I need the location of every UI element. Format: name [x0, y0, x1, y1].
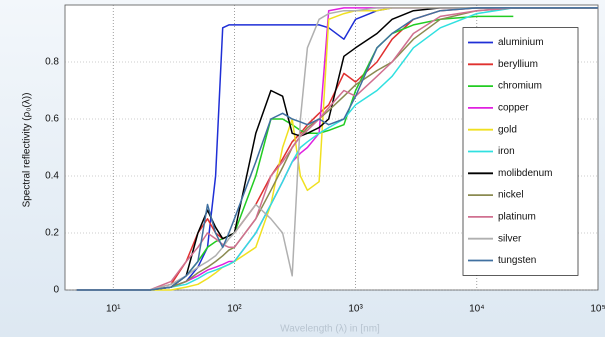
legend-label: gold [498, 124, 517, 135]
legend-label: copper [498, 103, 529, 114]
series-line [76, 7, 598, 291]
legend-label: molibdenum [498, 168, 552, 179]
y-tick-label: 0.6 [45, 114, 59, 125]
x-axis-label: Wavelength (λ) in [nm] [280, 324, 380, 335]
x-tick-label: 10⁵ [590, 304, 605, 315]
legend-label: chromium [498, 81, 542, 92]
legend-label: iron [498, 146, 515, 157]
series-line [76, 7, 598, 291]
x-tick-label: 10³ [348, 304, 363, 315]
x-tick-label: 10⁴ [469, 304, 484, 315]
x-tick-label: 10² [227, 304, 242, 315]
y-axis-label: Spectral reflectivity (ρ₀(λ)) [22, 93, 33, 208]
x-tick-label: 10¹ [106, 304, 121, 315]
legend-label: beryllium [498, 59, 538, 70]
y-tick-label: 0 [53, 285, 59, 296]
series-line [76, 7, 598, 291]
legend-label: nickel [498, 190, 524, 201]
series-line [76, 7, 598, 291]
y-tick-label: 0.4 [45, 171, 59, 182]
y-tick-label: 0.8 [45, 57, 59, 68]
legend-label: silver [498, 233, 522, 244]
legend-label: tungsten [498, 255, 536, 266]
y-tick-label: 0.2 [45, 228, 59, 239]
legend-label: platinum [498, 212, 536, 223]
legend-label: aluminium [498, 37, 544, 48]
